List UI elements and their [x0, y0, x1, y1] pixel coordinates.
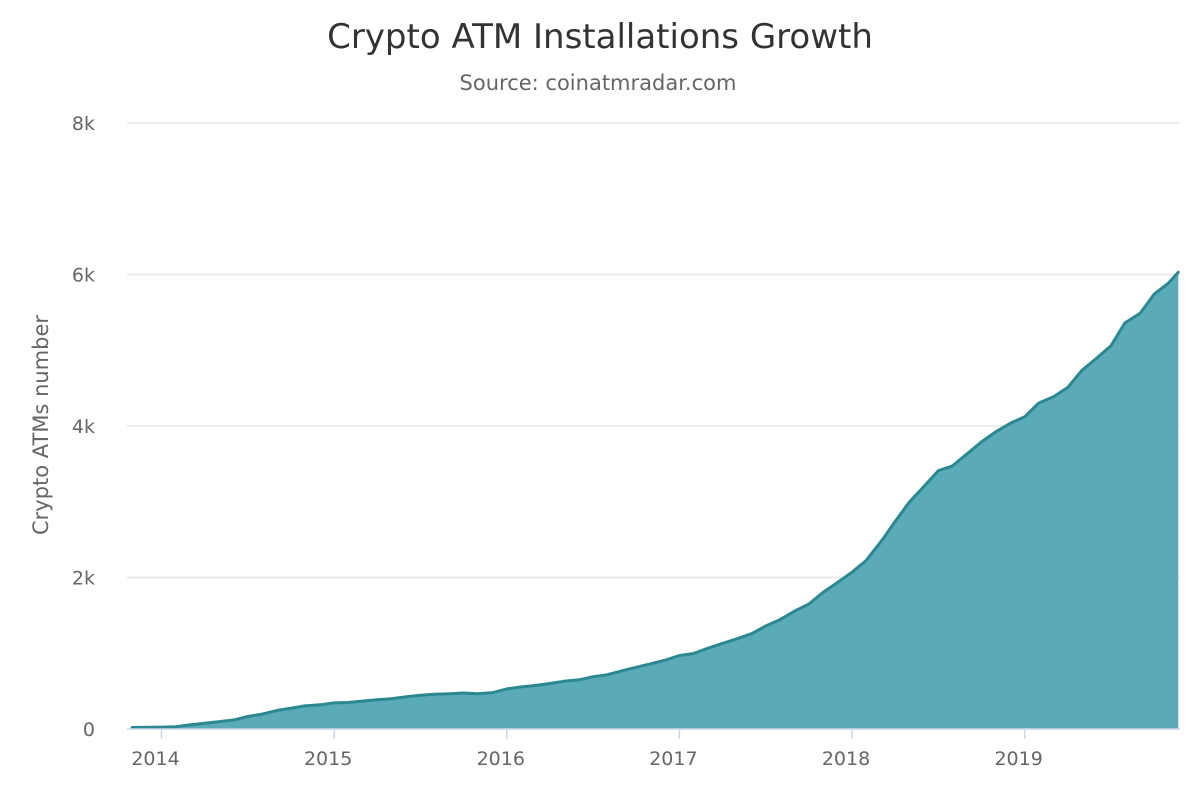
- x-tick-label-4: 2018: [822, 748, 870, 770]
- y-tick-label-3: 6k: [72, 265, 95, 287]
- chart-subtitle: Source: coinatmradar.com: [460, 71, 737, 95]
- x-axis: 2014 2015 2016 2017 2018 2019: [127, 728, 1180, 770]
- x-tick-label-5: 2019: [994, 748, 1042, 770]
- area-fill-series-0: [132, 272, 1179, 729]
- y-tick-label-0: 0: [83, 719, 95, 741]
- y-axis: 0 2k 4k 6k 8k: [72, 113, 95, 741]
- y-tick-label-2: 4k: [72, 416, 95, 438]
- x-tick-label-2: 2016: [477, 748, 525, 770]
- plot-area: [130, 270, 1180, 729]
- chart-title: Crypto ATM Installations Growth: [327, 17, 873, 57]
- x-tick-label-3: 2017: [649, 748, 697, 770]
- x-tick-label-0: 2014: [131, 748, 179, 770]
- y-tick-label-1: 2k: [72, 568, 95, 590]
- series-line-0: [130, 270, 1180, 729]
- y-axis-label: Crypto ATMs number: [29, 315, 53, 535]
- x-tick-label-1: 2015: [304, 748, 352, 770]
- y-tick-label-4: 8k: [72, 113, 95, 135]
